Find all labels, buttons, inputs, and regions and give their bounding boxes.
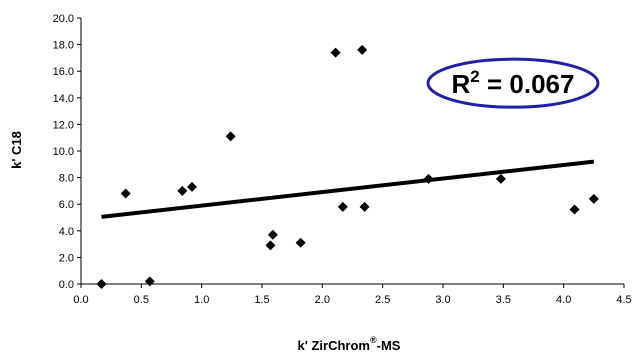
annotation-text-main: R [452,69,471,99]
y-axis-ticks: 0.0 2.0 4.0 6.0 8.0 10.0 12.0 14.0 16.0 18.0 20.0 [53,13,81,291]
data-point [330,47,341,58]
x-axis-title-superscript: ® [370,335,377,345]
data-point [357,44,368,55]
data-point [225,131,236,142]
data-point [495,173,506,184]
trendline [101,159,595,219]
y-axis-title: k' C18 [9,131,24,169]
r-squared-annotation: R2 = 0.067 [426,57,600,109]
data-point [295,237,306,248]
x-tick-label: 0.5 [134,294,149,306]
y-tick-label: 8.0 [59,173,74,185]
data-point [267,229,278,240]
x-tick-label: 2.0 [315,294,330,306]
data-point [177,185,188,196]
x-tick-label: 4.0 [556,294,571,306]
data-point [588,193,599,204]
y-tick-label: 16.0 [53,66,74,78]
x-axis-title-suffix: -MS [377,338,401,353]
x-tick-label: 3.0 [435,294,450,306]
y-tick-label: 6.0 [59,199,74,211]
data-point [569,204,580,215]
x-tick-label: 4.5 [616,294,631,306]
data-point [96,279,107,289]
x-axis-title-main: k' ZirChrom [298,338,370,353]
x-tick-label: 1.0 [194,294,209,306]
data-points [96,44,599,289]
y-tick-label: 14.0 [53,93,74,105]
data-point [265,240,276,251]
y-tick-label: 12.0 [53,119,74,131]
x-tick-label: 2.5 [375,294,390,306]
y-tick-label: 4.0 [59,226,74,238]
y-tick-label: 20.0 [53,13,74,25]
data-point [359,201,370,212]
x-tick-label: 1.5 [254,294,269,306]
data-point [423,173,434,184]
y-tick-label: 18.0 [53,40,74,52]
annotation-text: R2 = 0.067 [452,67,575,99]
data-point [337,201,348,212]
y-tick-label: 0.0 [59,279,74,291]
y-tick-label: 10.0 [53,146,74,158]
annotation-text-rest: = 0.067 [480,69,575,99]
x-tick-label: 0.0 [73,294,88,306]
annotation-ellipse [426,57,600,109]
y-tick-label: 2.0 [59,252,74,264]
x-axis-title: k' ZirChrom®-MS [298,335,401,353]
data-point [120,188,131,199]
x-axis-ticks: 0.0 0.5 1.0 1.5 2.0 2.5 3.0 3.5 4.0 4.5 [73,284,632,306]
data-point [187,181,198,192]
data-point [144,276,155,287]
x-tick-label: 3.5 [496,294,511,306]
annotation-text-superscript: 2 [470,67,479,86]
